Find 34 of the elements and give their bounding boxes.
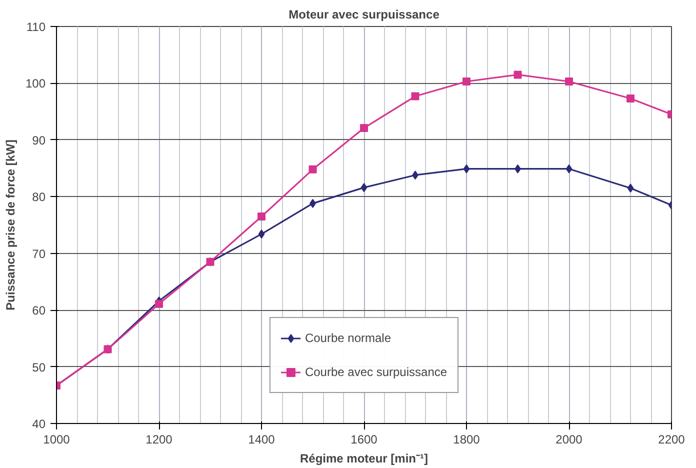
x-tick-label: 1800 bbox=[453, 432, 480, 446]
x-tick-label: 1400 bbox=[248, 432, 276, 446]
point bbox=[565, 78, 573, 86]
point bbox=[360, 124, 368, 132]
y-tick-label: 60 bbox=[32, 304, 46, 318]
x-tick-label: 1200 bbox=[146, 432, 173, 446]
x-axis-title: Régime moteur [min⁻¹] bbox=[300, 452, 428, 466]
chart-title: Moteur avec surpuissance bbox=[288, 8, 440, 22]
point bbox=[626, 94, 634, 103]
x-tick-label: 1600 bbox=[350, 432, 378, 446]
y-tick-label: 100 bbox=[25, 76, 46, 91]
point bbox=[155, 300, 163, 308]
x-tick-label: 2200 bbox=[658, 432, 686, 446]
point bbox=[308, 165, 317, 174]
y-tick-label: 40 bbox=[32, 417, 46, 431]
point bbox=[258, 230, 265, 239]
point bbox=[360, 183, 368, 192]
y-axis-title: Puissance prise de force [kW] bbox=[3, 140, 18, 310]
legend-label: Courbe normale bbox=[304, 331, 392, 345]
point bbox=[627, 184, 634, 193]
point bbox=[463, 164, 470, 174]
point bbox=[258, 212, 266, 220]
point bbox=[411, 92, 420, 100]
x-tick-label: 1000 bbox=[43, 432, 70, 446]
point bbox=[462, 78, 470, 86]
y-tick-label: 50 bbox=[32, 360, 46, 374]
y-tick-label: 80 bbox=[32, 190, 46, 204]
y-tick-label: 90 bbox=[32, 133, 46, 148]
x-tick-label: 2000 bbox=[556, 432, 583, 446]
y-tick-label: 70 bbox=[32, 246, 46, 261]
point bbox=[514, 70, 522, 79]
point bbox=[566, 164, 572, 174]
y-tick-label: 110 bbox=[26, 20, 46, 34]
legend-label: Courbe avec surpuissance bbox=[304, 365, 448, 379]
